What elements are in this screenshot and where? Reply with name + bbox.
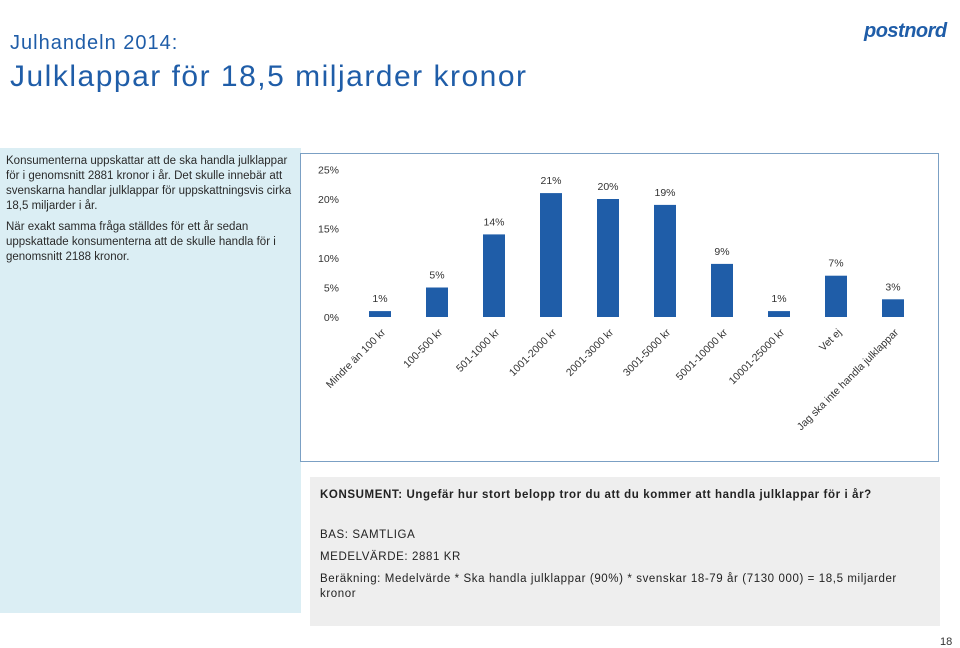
y-tick-label: 5% <box>324 283 339 295</box>
bar-value-label: 1% <box>771 293 786 305</box>
y-tick-label: 20% <box>318 194 339 206</box>
bar <box>882 299 904 317</box>
bar <box>540 193 562 317</box>
bar-value-label: 1% <box>372 293 387 305</box>
bar <box>825 275 847 317</box>
base-label: BAS: SAMTLIGA <box>320 529 416 541</box>
bar-value-label: 5% <box>429 270 444 282</box>
y-tick-label: 0% <box>324 312 339 324</box>
bar <box>711 263 733 317</box>
bar <box>597 199 619 317</box>
page-title: Julklappar för 18,5 miljarder kronor <box>10 60 528 93</box>
x-category-label: Vet ej <box>817 327 844 354</box>
calculation-text: Beräkning: Medelvärde * Ska handla julkl… <box>320 573 897 600</box>
bar-value-label: 20% <box>597 181 618 193</box>
postnord-logo: postnord <box>864 20 947 42</box>
bar <box>369 311 391 317</box>
x-category-label: 5001-10000 kr <box>674 326 731 383</box>
bar-value-label: 3% <box>885 281 900 293</box>
x-category-label: 100-500 kr <box>401 326 445 370</box>
bar-chart: 0% 5% 10% 15% 20% 25% 1% Mindre än 100 kr 5% 100-… <box>318 165 904 433</box>
bar-value-label: 9% <box>714 246 729 258</box>
summary-paragraph-1: Konsumenterna uppskattar att de ska hand… <box>6 155 292 212</box>
bar-value-label: 21% <box>540 175 561 187</box>
bar <box>483 234 505 317</box>
supertitle: Julhandeln 2014: <box>10 32 179 54</box>
y-tick-label: 25% <box>318 165 339 177</box>
y-tick-label: 15% <box>318 224 339 236</box>
bar <box>426 287 448 317</box>
y-tick-label: 10% <box>318 253 339 265</box>
bar <box>654 204 676 317</box>
x-category-label: 1001-2000 kr <box>507 326 560 379</box>
x-category-label: 10001-25000 kr <box>727 326 788 387</box>
bar-value-label: 14% <box>483 216 504 228</box>
survey-question: KONSUMENT: Ungefär hur stort belopp tror… <box>320 489 872 501</box>
summary-panel: Konsumenterna uppskattar att de ska hand… <box>0 148 301 613</box>
bar-value-label: 19% <box>654 187 675 199</box>
x-category-label: 2001-3000 kr <box>564 326 617 379</box>
x-category-label: 3001-5000 kr <box>621 326 674 379</box>
summary-paragraph-2: När exakt samma fråga ställdes för ett å… <box>6 221 276 263</box>
mean-value: MEDELVÄRDE: 2881 KR <box>320 551 461 563</box>
question-info-box: KONSUMENT: Ungefär hur stort belopp tror… <box>310 477 940 626</box>
x-category-label: 501-1000 kr <box>454 326 502 374</box>
chart-box: 0% 5% 10% 15% 20% 25% 1% Mindre än 100 kr 5% 100-… <box>300 153 939 462</box>
x-category-label: Mindre än 100 kr <box>324 326 389 391</box>
page-number: 18 <box>940 636 953 648</box>
bar <box>768 311 790 317</box>
x-category-label: Jag ska inte handla julklappar <box>795 326 902 433</box>
bar-value-label: 7% <box>828 258 843 270</box>
